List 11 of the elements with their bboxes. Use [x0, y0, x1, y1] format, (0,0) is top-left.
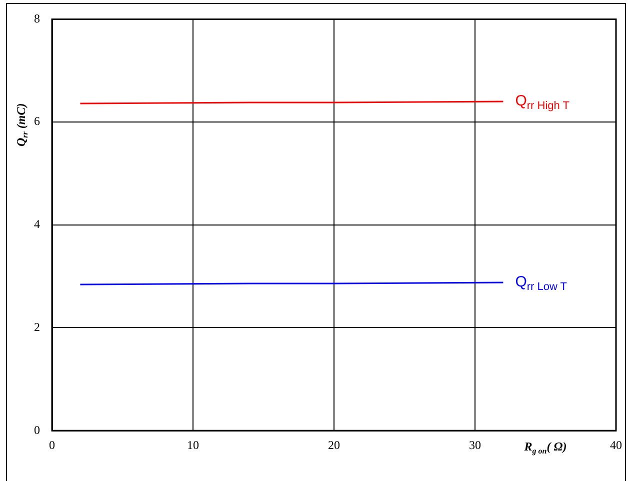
x-tick-label: 10 — [187, 438, 199, 452]
y-tick-label: 0 — [34, 422, 40, 437]
y-tick-label: 4 — [34, 217, 40, 232]
x-tick-label: 40 — [610, 438, 622, 452]
x-tick-label: 30 — [469, 438, 481, 452]
y-tick-label: 6 — [34, 114, 40, 128]
x-tick-label: 20 — [328, 438, 340, 452]
x-tick-label: 0 — [49, 438, 55, 452]
y-axis-title: Qrr (mC) — [14, 103, 30, 147]
y-tick-label: 8 — [34, 11, 40, 26]
y-tick-label: 2 — [34, 320, 40, 334]
